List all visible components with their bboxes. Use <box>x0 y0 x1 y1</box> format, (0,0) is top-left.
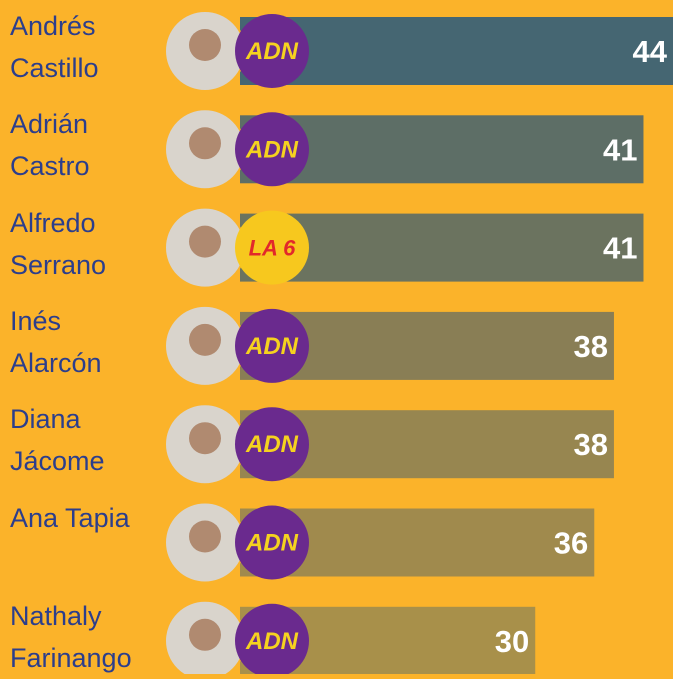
party-logo <box>235 308 309 383</box>
candidate-name: Diana Jácome <box>10 404 105 477</box>
value-label: 41 <box>603 132 637 167</box>
party-logo <box>235 407 309 482</box>
party-logo <box>235 210 309 285</box>
party-logo <box>235 603 309 674</box>
value-label: 44 <box>633 34 668 69</box>
party-label: ADN <box>245 38 299 65</box>
party-logo <box>235 505 309 580</box>
party-logo <box>235 112 309 187</box>
candidate-name: Adrián Castro <box>10 109 90 182</box>
candidate-name: Andrés Castillo <box>10 11 99 83</box>
photo-head <box>189 29 221 61</box>
photo-head <box>189 323 221 356</box>
party-label: LA 6 <box>249 236 297 261</box>
party-label: ADN <box>245 333 299 360</box>
value-label: 30 <box>495 624 529 659</box>
candidate-name: Nathaly Farinango <box>10 600 132 673</box>
candidate-name: Inés Alarcón <box>10 305 102 378</box>
photo-head <box>189 422 221 455</box>
party-label: ADN <box>245 431 299 458</box>
bar <box>240 17 673 85</box>
photo-head <box>189 225 221 258</box>
value-label: 38 <box>573 329 607 364</box>
value-label: 38 <box>573 427 607 462</box>
candidate-name: Alfredo Serrano <box>10 207 107 280</box>
party-label: ADN <box>245 530 299 557</box>
party-logo <box>235 14 309 88</box>
photo-head <box>189 127 221 160</box>
photo-head <box>189 618 221 651</box>
value-label: 36 <box>554 526 588 561</box>
value-label: 41 <box>603 231 637 266</box>
party-label: ADN <box>245 136 299 163</box>
candidate-name: Ana Tapia <box>10 502 130 533</box>
party-label: ADN <box>245 628 299 655</box>
photo-head <box>189 520 221 553</box>
